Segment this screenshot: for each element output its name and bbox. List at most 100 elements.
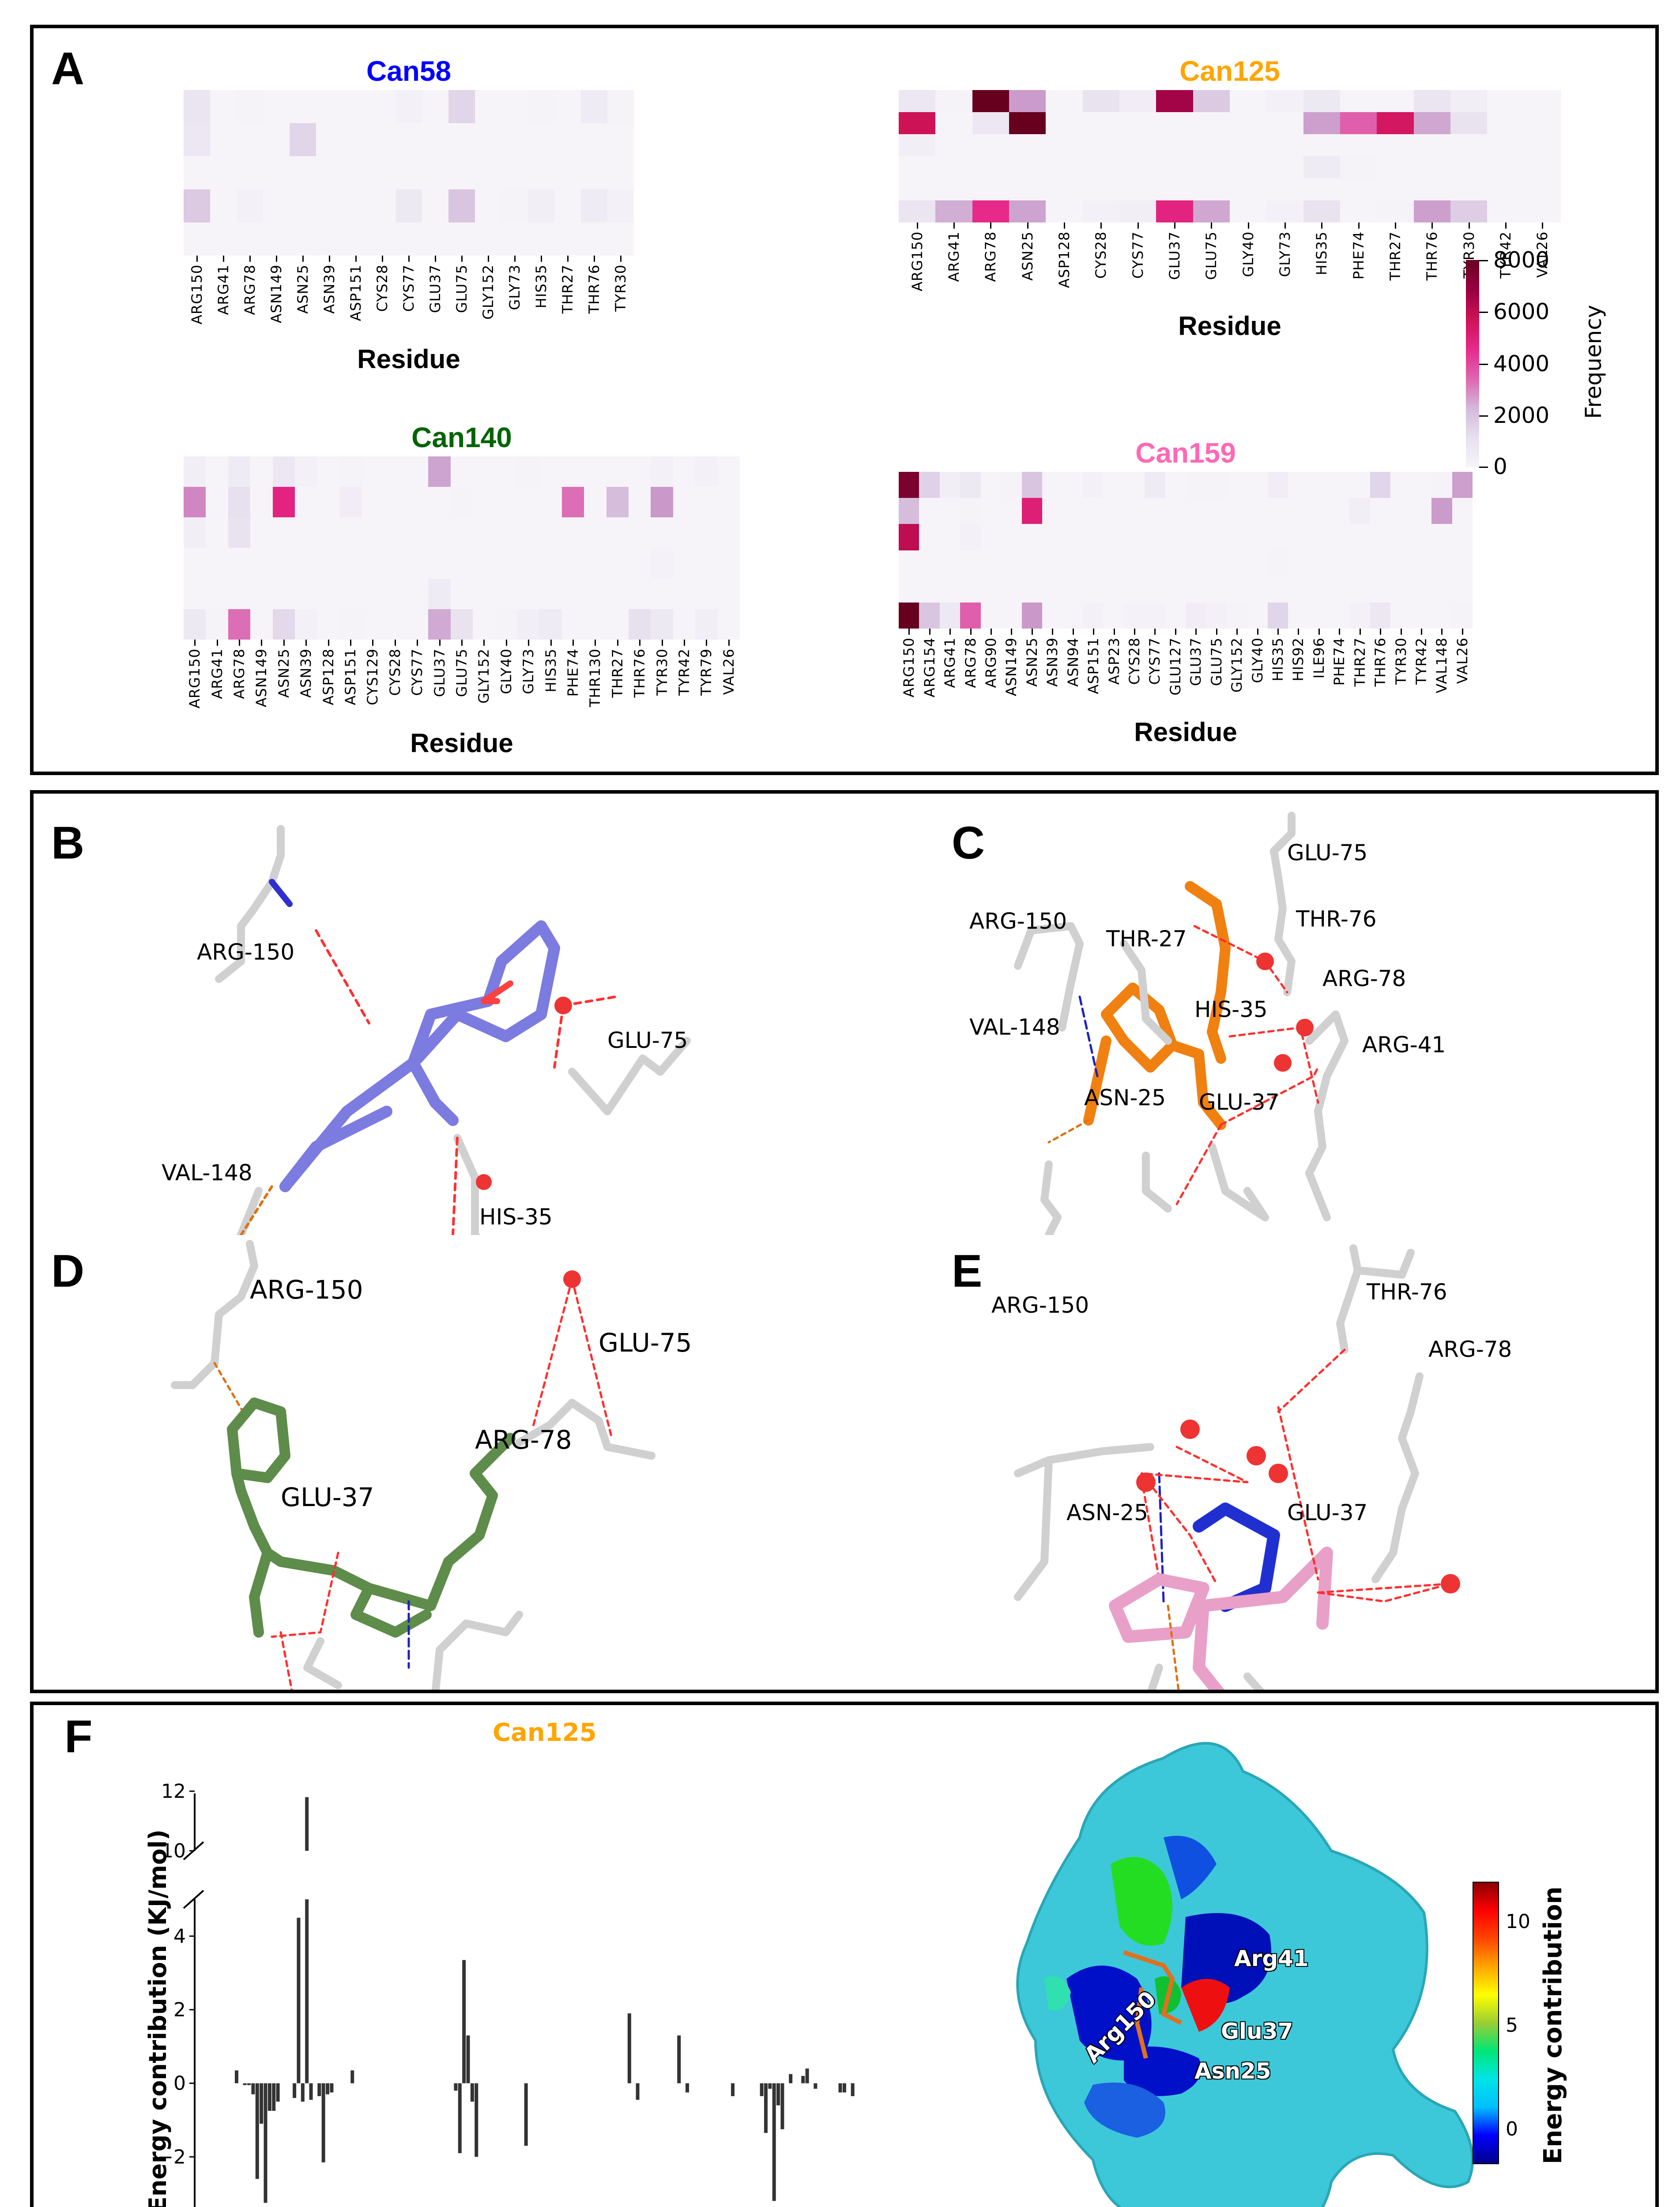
heatmap-cell — [673, 548, 696, 579]
heatmap-cell — [475, 90, 501, 123]
heatmap-cell — [263, 90, 290, 123]
heatmap-column-label: CYS77 — [409, 648, 426, 696]
heatmap-column-label: GLY152 — [480, 264, 497, 320]
heatmap-cell — [1082, 134, 1119, 156]
heatmap-cell — [539, 456, 562, 487]
heatmap-cell — [607, 222, 634, 256]
heatmap-cell — [295, 578, 317, 609]
heatmap-cell — [606, 548, 629, 579]
heatmap-cell — [1452, 576, 1473, 603]
heatmap-cell — [539, 487, 562, 518]
heatmap-cell — [210, 189, 237, 222]
heatmap-cell — [1119, 134, 1156, 156]
heatmap-cell — [1226, 498, 1247, 524]
heatmap-cell — [1206, 472, 1227, 498]
heatmap-cell — [290, 156, 316, 189]
heatmap-cell — [384, 548, 406, 579]
heatmap-cell — [980, 498, 1002, 524]
heatmap-column-label: ARG78 — [231, 648, 248, 699]
colorbar-tick-0: 0 — [1493, 454, 1507, 479]
heatmap-cell — [539, 517, 562, 548]
heatmap-cell — [1082, 90, 1119, 112]
heatmap-cell — [450, 548, 473, 579]
heatmap-cell — [1340, 112, 1377, 134]
heatmap-column-label: CYS28 — [1126, 637, 1143, 685]
heatmap-cell — [1124, 524, 1145, 550]
heatmap-cell — [1104, 576, 1124, 603]
heatmap-cell — [316, 156, 343, 189]
heatmap-cell — [1156, 178, 1193, 200]
heatmap-cell — [1266, 112, 1303, 134]
heatmap-cell — [317, 548, 339, 579]
heatmap-cell — [184, 189, 210, 222]
heatmap-cell — [651, 517, 673, 548]
heatmap-cell — [295, 517, 317, 548]
heatmap-cell — [899, 472, 919, 498]
heatmap-cell — [406, 517, 429, 548]
heatmap-cell — [1083, 524, 1104, 550]
heatmap-cell — [584, 609, 606, 640]
heatmap-cell — [295, 548, 317, 579]
heatmap-cell — [1206, 524, 1227, 550]
heatmap-cell — [1193, 134, 1230, 156]
heatmap-cell — [1413, 112, 1450, 134]
heatmap-cell — [1021, 550, 1042, 576]
heatmap-column-label: ARG41 — [945, 231, 962, 282]
heatmap-column-label: ASP151 — [1085, 637, 1102, 694]
energy-colorbar-tick-0: 0 — [1506, 2118, 1518, 2140]
heatmap-cell — [554, 156, 581, 189]
heatmap-cell — [651, 456, 673, 487]
heatmap-cell — [473, 487, 495, 518]
heatmap-cell — [1377, 134, 1414, 156]
heatmap-cell — [1450, 134, 1488, 156]
energy-colorbar-title: Energy contribution — [1539, 1886, 1567, 2164]
heatmap-cell — [448, 90, 475, 123]
heatmap-cell — [1156, 112, 1193, 134]
panel-letter-f: F — [64, 1711, 93, 1763]
panel-d-structure-svg — [171, 1240, 655, 1690]
residue-label-arg150: ARG-150 — [991, 1292, 1089, 1318]
heatmap-column-label: GLY73 — [1277, 231, 1293, 277]
heatmap-column-label: GLU37 — [427, 264, 444, 313]
heatmap-cell — [473, 578, 495, 609]
heatmap-cell — [919, 524, 940, 550]
residue-label-his35: HIS-35 — [1194, 997, 1268, 1022]
heatmap-cell — [1370, 576, 1391, 603]
heatmap-cell — [1083, 550, 1104, 576]
heatmap-cell — [1185, 602, 1206, 629]
heatmap-title: Can58 — [366, 55, 452, 87]
heatmap-cell — [581, 189, 607, 222]
heatmap-cell — [250, 456, 273, 487]
heatmap-cell — [495, 487, 517, 518]
heatmap-cell — [561, 578, 584, 609]
heatmap-cell — [651, 609, 673, 640]
heatmap-column-label: ARG41 — [208, 648, 226, 699]
heatmap-cell — [899, 90, 936, 112]
heatmap-cell — [1349, 576, 1370, 603]
heatmap-cell — [554, 123, 581, 156]
y-axis-label: Energy contribution (KJ/mol) — [144, 1829, 172, 2207]
heatmap-cell — [1009, 134, 1046, 156]
heatmap-cell — [1042, 472, 1063, 498]
heatmap-cell — [473, 609, 495, 640]
heatmap-cell — [695, 456, 718, 487]
heatmap-cell — [1082, 178, 1119, 200]
heatmap-cell — [1413, 200, 1450, 222]
heatmap-cell — [1267, 498, 1288, 524]
residue-label-arg78: ARG-78 — [1322, 966, 1406, 991]
heatmap-column-label: ILE96 — [1310, 637, 1327, 679]
heatmap-cell — [1390, 602, 1411, 629]
heatmap-cell — [980, 472, 1002, 498]
heatmap-cell — [1145, 576, 1165, 603]
heatmap-cell — [339, 487, 362, 518]
heatmap-cell — [1124, 472, 1145, 498]
residue-label-val148: VAL-148 — [162, 1160, 252, 1186]
heatmap-cell — [343, 156, 369, 189]
heatmap-cell — [1021, 524, 1042, 550]
heatmap-grid — [184, 456, 740, 640]
heatmap-column-label: ARG41 — [942, 637, 959, 688]
heatmap-cell — [935, 112, 972, 134]
heatmap-cell — [1165, 576, 1186, 603]
heatmap-cell — [1083, 602, 1104, 629]
